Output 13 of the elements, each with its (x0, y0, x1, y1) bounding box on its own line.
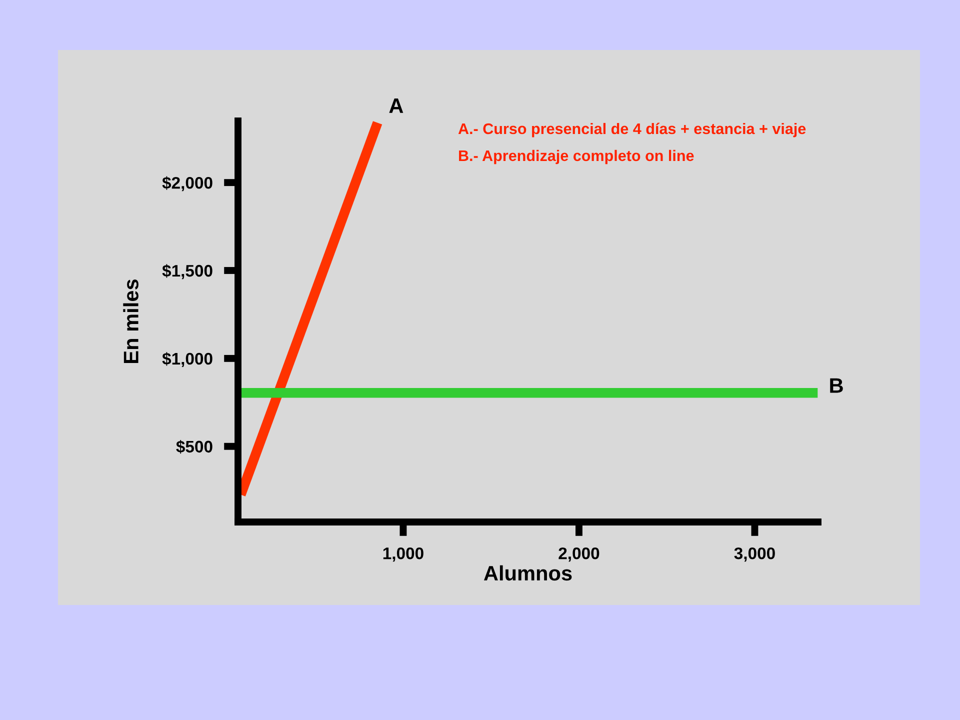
series-label: B (830, 378, 843, 393)
x-axis-title: Alumnos (484, 565, 572, 581)
annotation: B.- Aprendizaje completo on line (459, 150, 694, 164)
y-tick-label: $1,000 (162, 352, 212, 368)
series-label: A (389, 98, 404, 113)
x-tick-label: 1,000 (383, 547, 424, 562)
annotation: A.- Curso presencial de 4 días + estancia + viaje (458, 122, 806, 138)
y-axis-title: En miles (123, 280, 138, 363)
y-tick-label: $2,000 (162, 176, 212, 192)
x-tick-label: 2,000 (558, 547, 600, 562)
x-tick-label: 3,000 (734, 547, 775, 562)
y-tick-label: $1,500 (162, 264, 212, 280)
y-tick-label: $500 (176, 440, 212, 454)
